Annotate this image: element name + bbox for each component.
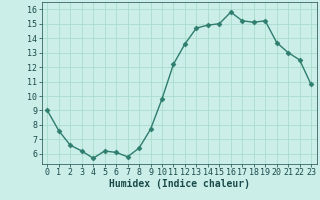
X-axis label: Humidex (Indice chaleur): Humidex (Indice chaleur) xyxy=(109,179,250,189)
